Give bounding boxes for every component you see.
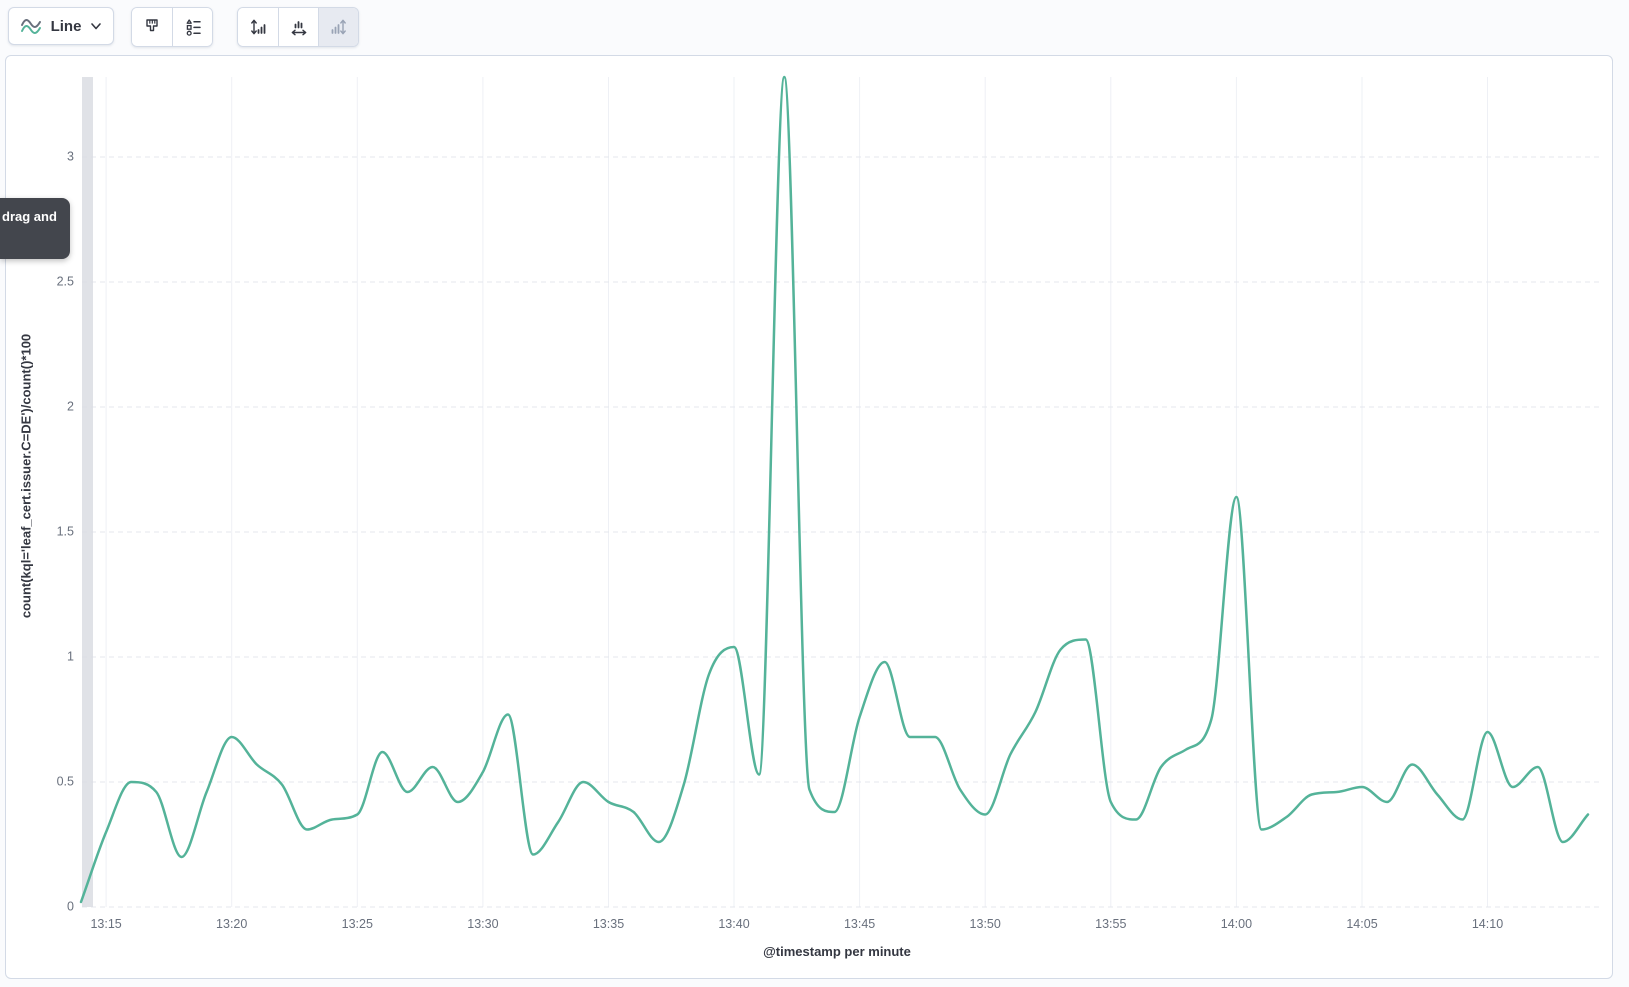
y-axis-tick-labels: 0 0.5 1 1.5 2 2.5 3 xyxy=(57,149,74,913)
legend-values-icon xyxy=(183,17,203,37)
x-tick-label: 13:45 xyxy=(844,917,875,931)
chart-panel: 0 0.5 1 1.5 2 2.5 3 13:15 13:20 13:25 13:30 13:35 1… xyxy=(0,55,1613,979)
drag-tooltip-text: drag and xyxy=(2,209,57,224)
x-tick-label: 13:25 xyxy=(342,917,373,931)
y-axis-title: count(kql='leaf_cert.issuer.C=DE')/count… xyxy=(18,333,34,619)
left-axis-button[interactable] xyxy=(238,8,278,46)
chart-toolbar: Line xyxy=(0,0,1629,62)
axis-button-group xyxy=(237,7,359,47)
y-tick-label: 1 xyxy=(67,649,74,663)
left-axis-icon xyxy=(248,17,268,37)
y-tick-label: 0 xyxy=(67,899,74,913)
x-tick-label: 13:15 xyxy=(90,917,121,931)
chart-type-label: Line xyxy=(50,17,82,35)
y-tick-label: 2.5 xyxy=(57,274,74,288)
cursor-band[interactable] xyxy=(82,77,93,907)
chevron-down-icon xyxy=(89,19,103,33)
x-tick-label: 13:55 xyxy=(1095,917,1126,931)
right-axis-icon xyxy=(329,17,349,37)
x-axis-title: @timestamp per minute xyxy=(763,944,911,959)
y-tick-label: 3 xyxy=(67,149,74,163)
x-axis-tick-labels: 13:15 13:20 13:25 13:30 13:35 13:40 13:45 13:50… xyxy=(90,917,1503,931)
x-tick-label: 14:10 xyxy=(1472,917,1503,931)
horizontal-gridlines xyxy=(82,156,1601,908)
y-tick-label: 1.5 xyxy=(57,524,74,538)
y-tick-label: 0.5 xyxy=(57,774,74,788)
paintbrush-icon xyxy=(142,17,162,37)
right-axis-button xyxy=(318,8,358,46)
chart-type-button[interactable]: Line xyxy=(8,7,114,45)
drag-tooltip: drag and xyxy=(0,198,70,259)
bottom-axis-button[interactable] xyxy=(278,8,318,46)
x-tick-label: 13:30 xyxy=(467,917,498,931)
legend-values-button[interactable] xyxy=(172,8,212,46)
x-tick-label: 13:50 xyxy=(970,917,1001,931)
x-tick-label: 14:05 xyxy=(1346,917,1377,931)
line-chart[interactable]: 00.511.522.53 13:15 13:20 13:25 13:30 13:35 1… xyxy=(6,56,1612,978)
x-tick-label: 13:20 xyxy=(216,917,247,931)
bottom-axis-icon xyxy=(289,17,309,37)
y-tick-label: 2 xyxy=(67,399,74,413)
paintbrush-button[interactable] xyxy=(132,8,172,46)
series-line xyxy=(79,75,1590,904)
x-tick-label: 13:35 xyxy=(593,917,624,931)
line-chart-icon xyxy=(19,15,43,37)
style-button-group xyxy=(131,7,213,47)
x-tick-label: 13:40 xyxy=(718,917,749,931)
x-tick-label: 14:00 xyxy=(1221,917,1252,931)
vertical-gridlines xyxy=(105,77,1488,907)
